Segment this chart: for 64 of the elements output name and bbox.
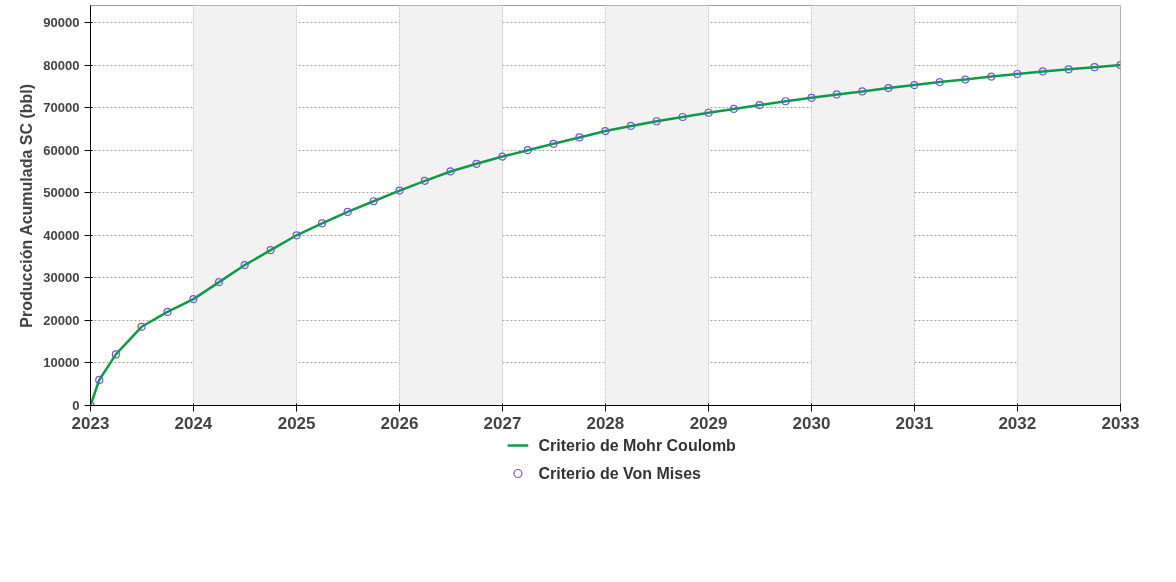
point	[807, 93, 816, 102]
point	[1090, 63, 1099, 72]
y-tick-label: 70000	[43, 100, 80, 116]
y-tick-label: 20000	[43, 312, 80, 328]
y-axis-title: Producción Acumulada SC (bbl)	[18, 83, 36, 328]
point	[395, 186, 404, 195]
point	[626, 121, 636, 131]
legend-label: Criterio de Mohr Coulomb	[538, 437, 737, 454]
legend-label: Criterio de Von Mises	[538, 465, 702, 482]
point	[884, 83, 893, 93]
x-tick-label: 2031	[895, 413, 934, 433]
point	[523, 146, 532, 155]
point	[369, 197, 378, 206]
point	[189, 295, 198, 304]
point	[1013, 69, 1022, 79]
point	[935, 78, 944, 87]
point	[292, 231, 301, 240]
point	[678, 112, 687, 122]
point	[137, 322, 146, 331]
point	[163, 307, 172, 316]
point	[910, 80, 919, 90]
point	[343, 207, 352, 216]
point	[575, 133, 584, 142]
point	[987, 72, 996, 81]
point	[266, 246, 275, 255]
y-tick-label: 60000	[43, 142, 80, 158]
point	[729, 104, 739, 113]
point	[704, 108, 713, 117]
point	[214, 278, 224, 287]
y-tick-label: 50000	[43, 185, 80, 201]
point	[111, 350, 120, 359]
point	[317, 219, 327, 228]
x-tick-label: 2025	[277, 413, 316, 433]
x-tick-label: 2023	[71, 413, 110, 433]
point	[1038, 67, 1048, 76]
x-tick-label: 2033	[1101, 413, 1140, 433]
point	[1064, 65, 1073, 74]
point	[95, 375, 104, 385]
y-tick-label: 80000	[43, 57, 80, 73]
x-tick-label: 2029	[689, 413, 728, 433]
x-tick-label: 2032	[998, 413, 1037, 433]
point	[832, 90, 841, 99]
y-tick-label: 0	[72, 398, 80, 413]
point	[420, 176, 429, 185]
x-tick-label: 2027	[483, 413, 522, 433]
x-tick-label: 2028	[586, 413, 625, 433]
y-tick-label: 40000	[43, 227, 80, 243]
point	[755, 100, 764, 110]
x-tick-label: 2026	[380, 413, 419, 433]
y-tick-label: 30000	[43, 270, 80, 286]
x-tick-label: 2030	[792, 413, 831, 433]
point	[498, 152, 507, 161]
point	[601, 126, 610, 136]
point	[858, 87, 867, 96]
x-tick-label: 2024	[174, 413, 213, 433]
point	[472, 159, 481, 168]
point	[652, 117, 661, 126]
point	[961, 75, 970, 84]
point	[446, 167, 455, 176]
y-tick-label: 90000	[43, 15, 80, 31]
point	[240, 260, 249, 270]
point	[549, 139, 558, 148]
y-tick-label: 10000	[43, 355, 80, 371]
point	[781, 97, 790, 106]
